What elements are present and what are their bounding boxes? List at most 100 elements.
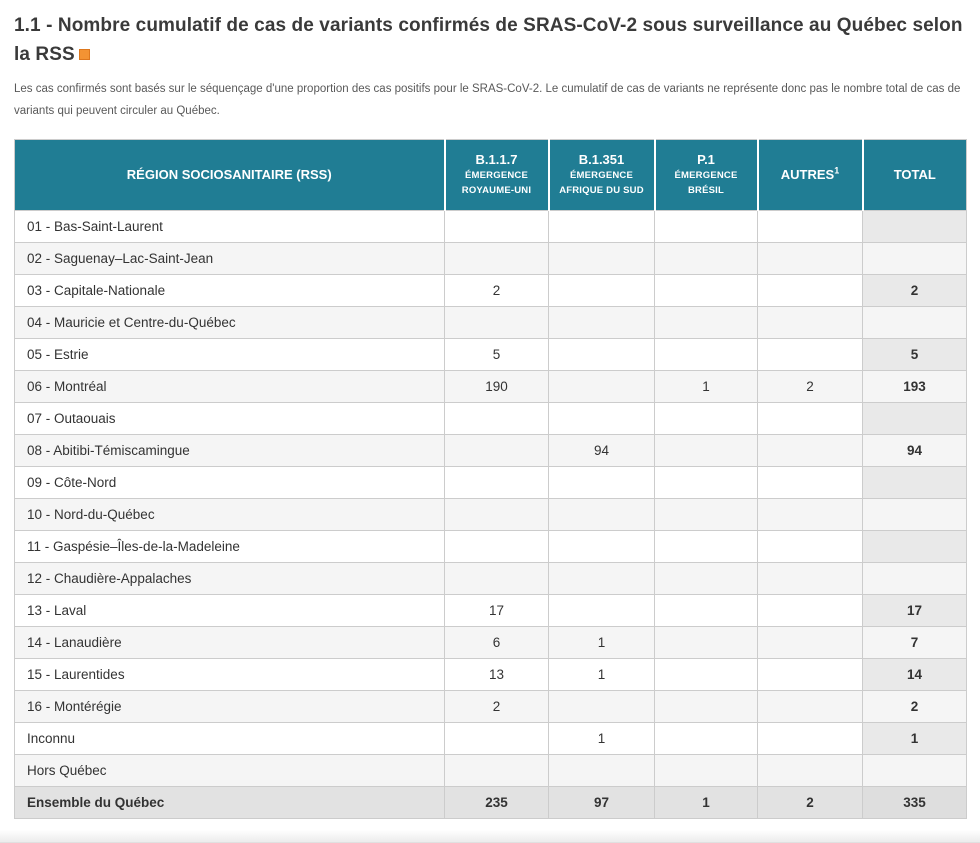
region-cell: 10 - Nord-du-Québec: [14, 497, 445, 531]
table-row: 13 - Laval 17 17: [14, 593, 967, 627]
p1-cell: [654, 689, 758, 723]
b117-cell: [444, 241, 549, 275]
table-row: 10 - Nord-du-Québec: [14, 497, 967, 531]
b1351-cell: 97: [548, 785, 655, 819]
variants-table: RÉGION SOCIOSANITAIRE (RSS) B.1.1.7 ÉMER…: [14, 138, 967, 819]
b117-cell: [444, 497, 549, 531]
b1351-cell: [548, 689, 655, 723]
b1351-cell: [548, 241, 655, 275]
autres-cell: [757, 241, 863, 275]
table-row: 06 - Montréal 190 1 2 193: [14, 369, 967, 403]
total-cell: 94: [862, 433, 967, 467]
b1351-cell: 1: [548, 721, 655, 755]
variant-name: B.1.351: [578, 151, 625, 167]
autres-cell: [757, 753, 863, 787]
region-cell: 09 - Côte-Nord: [14, 465, 445, 499]
p1-cell: [654, 657, 758, 691]
autres-cell: [757, 689, 863, 723]
autres-cell: [757, 433, 863, 467]
b1351-cell: 94: [548, 433, 655, 467]
autres-cell: [757, 273, 863, 307]
b117-cell: [444, 753, 549, 787]
autres-cell: 2: [757, 785, 863, 819]
total-cell: 1: [862, 721, 967, 755]
total-cell: [862, 753, 967, 787]
variant-emergence-label: ÉMERGENCE: [674, 170, 738, 182]
region-cell: 02 - Saguenay–Lac-Saint-Jean: [14, 241, 445, 275]
autres-cell: [757, 497, 863, 531]
region-cell: 04 - Mauricie et Centre-du-Québec: [14, 305, 445, 339]
b1351-cell: [548, 593, 655, 627]
column-header-b1351: B.1.351 ÉMERGENCE AFRIQUE DU SUD: [547, 139, 655, 211]
autres-cell: [757, 593, 863, 627]
b1351-cell: [548, 497, 655, 531]
region-cell: 14 - Lanaudière: [14, 625, 445, 659]
total-cell: [862, 561, 967, 595]
column-header-region-label: RÉGION SOCIOSANITAIRE (RSS): [126, 167, 332, 183]
table-row: Inconnu 1 1: [14, 721, 967, 755]
table-row: 16 - Montérégie 2 2: [14, 689, 967, 723]
p1-cell: [654, 529, 758, 563]
table-row: 15 - Laurentides 13 1 14: [14, 657, 967, 691]
table-row: 07 - Outaouais: [14, 401, 967, 435]
footnote-ref: 1: [834, 165, 840, 176]
table-row: 05 - Estrie 5 5: [14, 337, 967, 371]
autres-cell: [757, 561, 863, 595]
total-cell: [862, 305, 967, 339]
b117-cell: [444, 529, 549, 563]
b117-cell: [444, 305, 549, 339]
p1-cell: [654, 209, 758, 243]
b1351-cell: [548, 209, 655, 243]
p1-cell: [654, 337, 758, 371]
page-title-text: 1.1 - Nombre cumulatif de cas de variant…: [14, 15, 963, 65]
column-header-total: TOTAL: [861, 139, 967, 211]
autres-cell: [757, 657, 863, 691]
column-header-total-label: TOTAL: [893, 166, 936, 182]
table-header-row: RÉGION SOCIOSANITAIRE (RSS) B.1.1.7 ÉMER…: [14, 139, 967, 211]
p1-cell: [654, 497, 758, 531]
table-row: 12 - Chaudière-Appalaches: [14, 561, 967, 595]
variant-emergence-label: ÉMERGENCE: [569, 170, 634, 182]
intro-paragraph: Les cas confirmés sont basés sur le séqu…: [14, 83, 961, 117]
region-cell: Ensemble du Québec: [14, 785, 445, 819]
b117-cell: [444, 433, 549, 467]
table-row: 09 - Côte-Nord: [14, 465, 967, 499]
p1-cell: [654, 593, 758, 627]
section-divider: [0, 830, 980, 843]
b1351-cell: 1: [548, 625, 655, 659]
b1351-cell: [548, 561, 655, 595]
region-cell: 11 - Gaspésie–Îles-de-la-Madeleine: [14, 529, 445, 563]
column-header-p1: P.1 ÉMERGENCE BRÉSIL: [653, 139, 758, 211]
b1351-cell: 1: [548, 657, 655, 691]
region-cell: 16 - Montérégie: [14, 689, 445, 723]
column-header-autres: AUTRES1: [756, 139, 863, 211]
p1-cell: [654, 273, 758, 307]
b117-cell: 2: [444, 273, 549, 307]
total-cell: [862, 209, 967, 243]
autres-cell: [757, 337, 863, 371]
b1351-cell: [548, 753, 655, 787]
region-cell: 12 - Chaudière-Appalaches: [14, 561, 445, 595]
region-cell: 06 - Montréal: [14, 369, 445, 403]
autres-cell: [757, 465, 863, 499]
total-cell: 7: [862, 625, 967, 659]
p1-cell: [654, 241, 758, 275]
autres-cell: [757, 401, 863, 435]
total-cell: 2: [862, 273, 967, 307]
p1-cell: [654, 433, 758, 467]
region-cell: 03 - Capitale-Nationale: [14, 273, 445, 307]
autres-cell: [757, 625, 863, 659]
total-cell: 17: [862, 593, 967, 627]
region-cell: Hors Québec: [14, 753, 445, 787]
table-row: 04 - Mauricie et Centre-du-Québec: [14, 305, 967, 339]
anchor-link-icon[interactable]: [78, 48, 90, 60]
table-row: 02 - Saguenay–Lac-Saint-Jean: [14, 241, 967, 275]
p1-cell: [654, 625, 758, 659]
column-header-autres-label: AUTRES: [780, 166, 835, 182]
table-row: 11 - Gaspésie–Îles-de-la-Madeleine: [14, 529, 967, 563]
b117-cell: 190: [444, 369, 549, 403]
b1351-cell: [548, 465, 655, 499]
b117-cell: 5: [444, 337, 549, 371]
b117-cell: [444, 721, 549, 755]
